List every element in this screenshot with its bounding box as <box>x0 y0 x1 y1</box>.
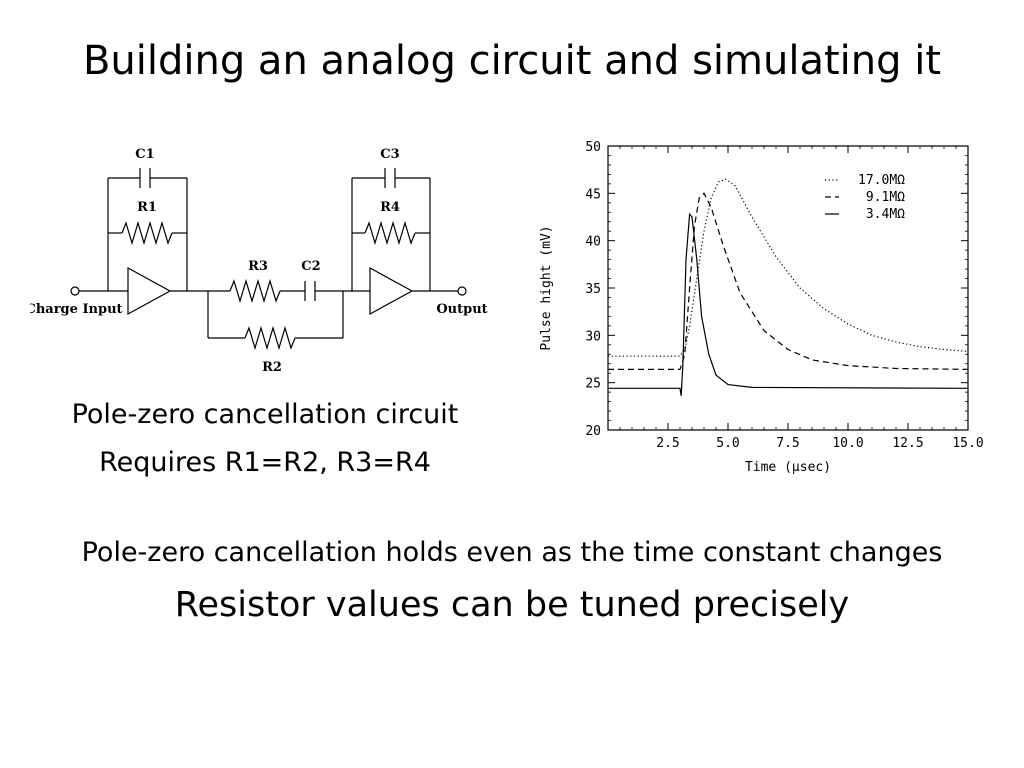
condition-caption: Requires R1=R2, R3=R4 <box>99 447 431 478</box>
y-tick-label: 25 <box>585 377 601 392</box>
pulse-chart: 2.5 5.0 7.5 10.0 12.5 15.0 20 25 30 35 40 45 50 17.… <box>539 140 984 475</box>
x-tick-label: 2.5 <box>656 436 679 451</box>
op-amp-1 <box>127 266 172 316</box>
circuit-caption: Pole-zero cancellation circuit <box>71 399 459 430</box>
legend-label: 9.1MΩ <box>866 190 905 205</box>
label-charge-input: Charge Input <box>30 302 123 317</box>
y-tick-label: 20 <box>585 424 601 439</box>
x-tick-label: 7.5 <box>776 436 799 451</box>
resistor-r1 <box>121 220 173 246</box>
y-tick-label: 45 <box>585 187 601 202</box>
output-terminal <box>457 286 467 296</box>
y-tick-label: 50 <box>585 140 601 155</box>
legend-label: 17.0MΩ <box>858 173 905 188</box>
resistor-r4 <box>364 220 416 246</box>
label-r3: R3 <box>248 259 268 274</box>
label-c3: C3 <box>380 147 399 162</box>
x-axis-ticks: 2.5 5.0 7.5 10.0 12.5 15.0 <box>619 146 984 451</box>
x-axis-label: Time (μsec) <box>745 460 831 475</box>
input-terminal <box>70 286 80 296</box>
resistor-r2 <box>244 325 296 351</box>
page-title: Building an analog circuit and simulatin… <box>82 38 942 84</box>
x-tick-label: 12.5 <box>892 436 923 451</box>
series-lines <box>608 178 969 396</box>
label-c2: C2 <box>301 259 320 274</box>
label-r4: R4 <box>380 200 400 215</box>
y-axis-label: Pulse hight (mV) <box>539 225 554 350</box>
series-line-dashed <box>608 192 969 370</box>
label-r2: R2 <box>262 360 282 375</box>
label-r1: R1 <box>137 200 157 215</box>
y-axis-ticks: 20 25 30 35 40 45 50 <box>585 140 968 439</box>
y-tick-label: 35 <box>585 282 601 297</box>
x-tick-label: 5.0 <box>716 436 739 451</box>
legend: 17.0MΩ 9.1MΩ 3.4MΩ <box>825 173 905 222</box>
x-tick-label: 10.0 <box>832 436 863 451</box>
note-line-1: Pole-zero cancellation holds even as the… <box>81 537 943 568</box>
label-c1: C1 <box>135 147 154 162</box>
y-tick-label: 40 <box>585 235 601 250</box>
y-tick-label: 30 <box>585 329 601 344</box>
series-line-dotted <box>608 178 969 357</box>
op-amp-2 <box>369 266 414 316</box>
note-line-2: Resistor values can be tuned precisely <box>174 585 850 625</box>
label-output: Output <box>436 302 487 317</box>
series-line-solid <box>608 212 969 396</box>
resistor-r3 <box>229 278 281 304</box>
legend-label: 3.4MΩ <box>866 207 905 222</box>
circuit-diagram: C1 R1 C3 R4 R3 C2 R2 Charge Input Output <box>30 147 488 375</box>
x-tick-label: 15.0 <box>952 436 983 451</box>
